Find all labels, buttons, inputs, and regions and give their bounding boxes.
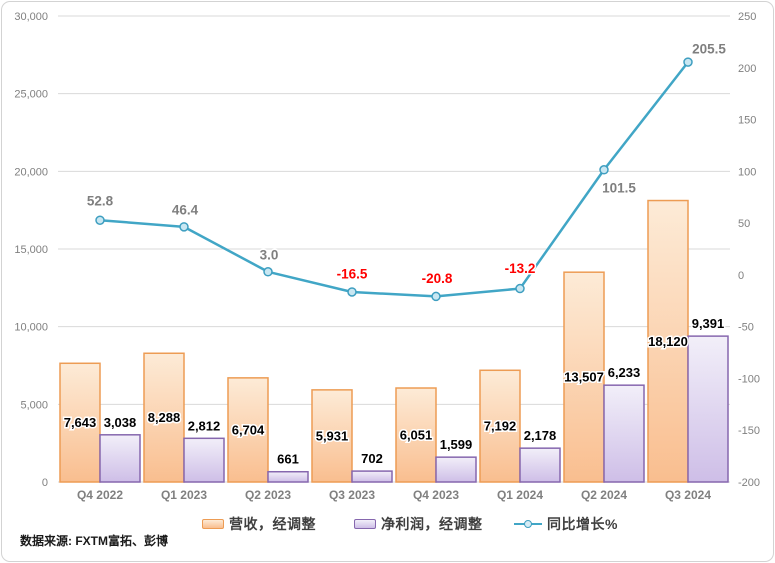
left-axis-tick-label: 15,000 [14, 244, 48, 256]
profit-bar [435, 456, 477, 483]
profit-bar [267, 470, 309, 483]
x-axis-label: Q3 2023 [329, 488, 375, 502]
revenue-bar-label: 13,507 [564, 370, 604, 385]
right-axis-tick-label: 150 [738, 115, 756, 127]
x-axis-label: Q4 2022 [77, 488, 123, 502]
x-axis-label: Q1 2023 [161, 488, 207, 502]
growth-line-label: -20.8 [422, 271, 453, 286]
growth-line-marker [431, 291, 441, 302]
growth-line-marker [263, 267, 273, 277]
left-axis-tick-label: 30,000 [14, 11, 48, 23]
profit-bar [183, 437, 225, 483]
profit-bar [519, 447, 561, 483]
growth-line [99, 61, 689, 298]
revenue-bar [395, 387, 437, 483]
growth-line-marker [179, 222, 189, 232]
revenue-bar-label: 7,192 [484, 419, 517, 434]
x-axis-label: Q1 2024 [497, 488, 543, 502]
growth-line-marker [683, 57, 693, 67]
left-axis-tick-label: 0 [42, 477, 48, 489]
growth-line-label: 52.8 [87, 194, 114, 209]
growth-line-label: 101.5 [602, 180, 636, 195]
growth-line-label: 46.4 [172, 202, 199, 217]
left-axis-tick-label: 20,000 [14, 166, 48, 178]
right-axis-tick-label: -150 [738, 425, 760, 437]
growth-line-label: -16.5 [337, 266, 368, 281]
legend-item-revenue: 营收，经调整 [202, 515, 316, 533]
growth-line-label: 3.0 [260, 247, 279, 262]
growth-line-marker [95, 215, 105, 225]
right-axis-tick-label: -200 [738, 477, 760, 489]
left-axis-tick-label: 25,000 [14, 89, 48, 101]
profit-bar [603, 384, 645, 483]
profit-bar-label: 702 [361, 451, 383, 466]
revenue-bar-label: 6,051 [400, 428, 433, 443]
right-axis-tick-label: 0 [738, 270, 744, 282]
growth-line-marker [347, 287, 357, 297]
x-axis-label: Q2 2023 [245, 488, 291, 502]
revenue-bar [227, 377, 269, 483]
revenue-swatch-icon [202, 519, 224, 529]
revenue-bar [563, 271, 605, 483]
right-axis-tick-label: -50 [738, 322, 754, 334]
revenue-bar-label: 18,120 [648, 334, 688, 349]
source-note: 数据来源: FXTM富拓、彭博 [20, 534, 168, 548]
revenue-bar [311, 389, 353, 483]
revenue-bar-label: 7,643 [64, 415, 97, 430]
growth-line-label: 205.5 [692, 42, 726, 57]
revenue-bar [143, 352, 185, 483]
legend-label-growth: 同比增长% [547, 516, 618, 532]
profit-bar [99, 434, 141, 483]
growth-line-marker [515, 283, 525, 294]
profit-swatch-icon [354, 519, 376, 529]
revenue-bar [59, 362, 101, 483]
profit-bar-label: 6,233 [608, 365, 641, 380]
left-axis-tick-label: 10,000 [14, 322, 48, 334]
growth-line-label: -13.2 [505, 261, 536, 276]
legend-label-profit: 净利润，经调整 [381, 516, 483, 532]
right-axis-tick-label: 250 [738, 11, 756, 23]
growth-line-marker [599, 165, 609, 175]
legend-item-growth: 同比增长% [514, 515, 618, 533]
profit-bar-label: 3,038 [104, 415, 137, 430]
profit-bar-label: 661 [277, 452, 299, 467]
profit-bar-label: 2,178 [524, 428, 557, 443]
profit-bar-label: 9,391 [692, 316, 725, 331]
legend-item-profit: 净利润，经调整 [354, 515, 483, 533]
right-axis-tick-label: -100 [738, 373, 760, 385]
right-axis-tick-label: 200 [738, 63, 756, 75]
revenue-bar [479, 369, 521, 483]
x-axis-label: Q2 2024 [581, 488, 627, 502]
profit-bar-label: 1,599 [440, 437, 473, 452]
legend-label-revenue: 营收，经调整 [229, 516, 316, 532]
revenue-bar-label: 6,704 [232, 422, 265, 437]
left-axis-tick-label: 5,000 [20, 399, 48, 411]
right-axis-tick-label: 100 [738, 166, 756, 178]
profit-bar [351, 470, 393, 483]
revenue-bar-label: 8,288 [148, 410, 181, 425]
right-axis-tick-label: 50 [738, 218, 750, 230]
x-axis-label: Q3 2024 [665, 488, 711, 502]
revenue-bar-label: 5,931 [316, 428, 349, 443]
growth-line-swatch-icon [514, 520, 542, 528]
x-axis-label: Q4 2023 [413, 488, 459, 502]
profit-bar-label: 2,812 [188, 418, 221, 433]
profit-bar [687, 335, 729, 483]
